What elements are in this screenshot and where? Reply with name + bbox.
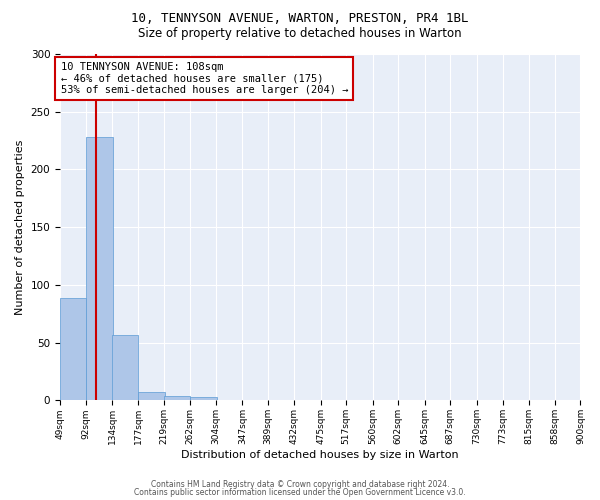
Text: 10, TENNYSON AVENUE, WARTON, PRESTON, PR4 1BL: 10, TENNYSON AVENUE, WARTON, PRESTON, PR… [131,12,469,26]
Bar [86,137,113,400]
Y-axis label: Number of detached properties: Number of detached properties [15,140,25,315]
Bar [112,334,139,400]
Bar [139,392,164,400]
Text: Contains HM Land Registry data © Crown copyright and database right 2024.: Contains HM Land Registry data © Crown c… [151,480,449,489]
Text: Contains public sector information licensed under the Open Government Licence v3: Contains public sector information licen… [134,488,466,497]
X-axis label: Distribution of detached houses by size in Warton: Distribution of detached houses by size … [181,450,459,460]
Bar [190,397,217,400]
Bar [164,396,190,400]
Bar [60,298,86,401]
Text: Size of property relative to detached houses in Warton: Size of property relative to detached ho… [138,28,462,40]
Text: 10 TENNYSON AVENUE: 108sqm
← 46% of detached houses are smaller (175)
53% of sem: 10 TENNYSON AVENUE: 108sqm ← 46% of deta… [61,62,348,96]
